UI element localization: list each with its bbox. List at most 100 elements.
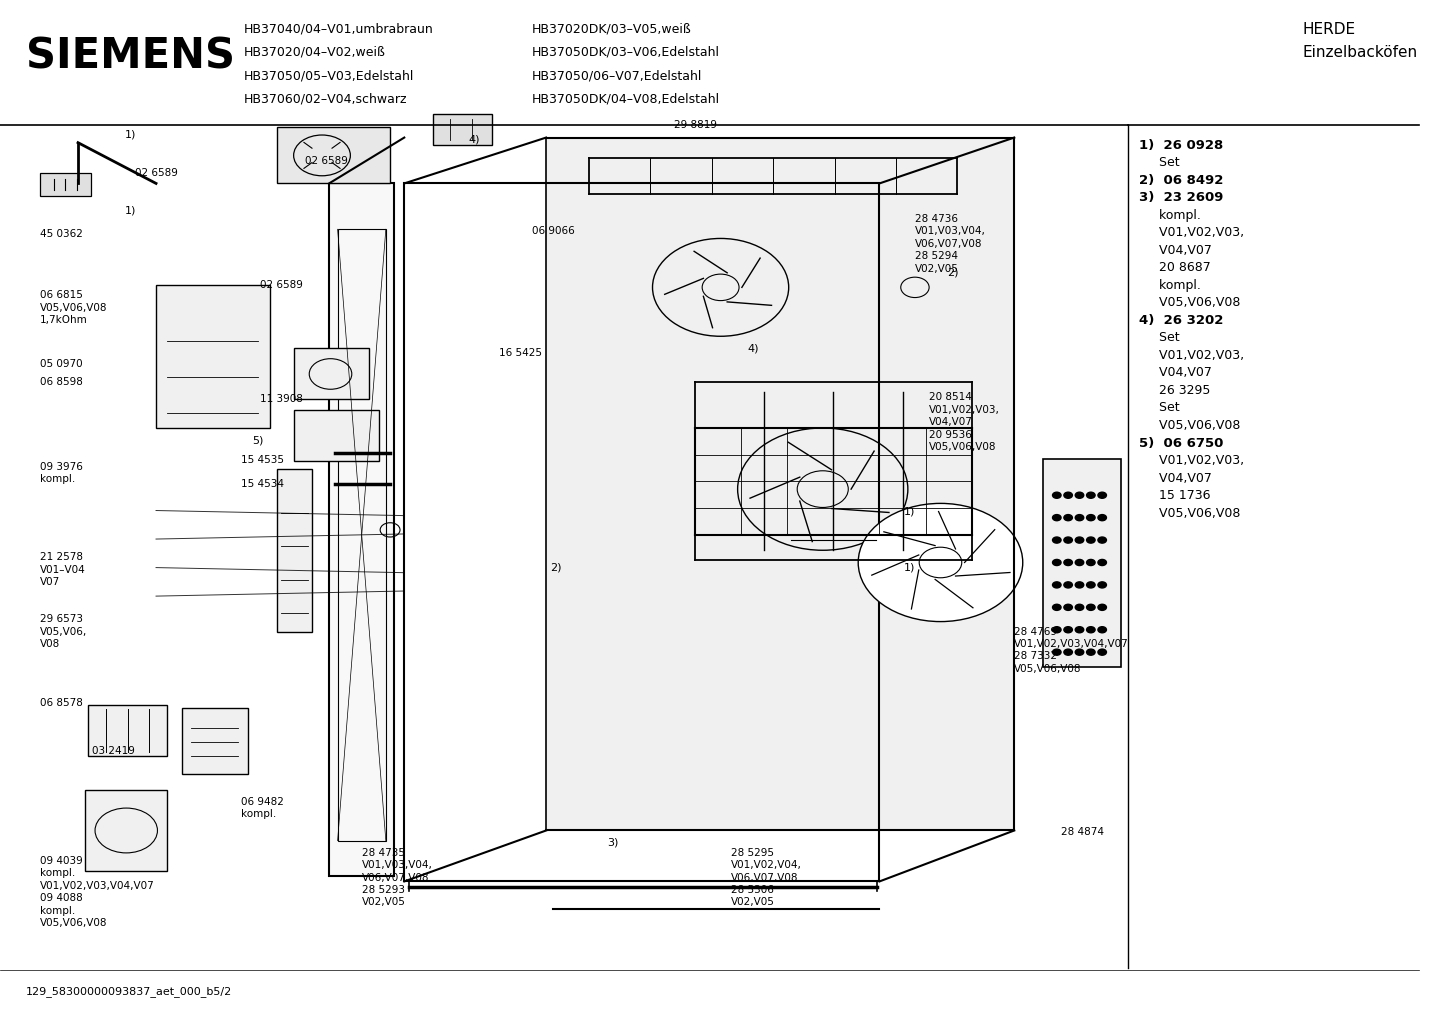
Polygon shape bbox=[85, 790, 167, 871]
Text: V01,V02,V03,: V01,V02,V03, bbox=[1139, 454, 1244, 467]
Text: 3): 3) bbox=[607, 838, 619, 848]
Circle shape bbox=[1076, 649, 1084, 655]
Circle shape bbox=[1064, 515, 1073, 521]
Text: V05,V06,V08: V05,V06,V08 bbox=[1139, 506, 1240, 520]
Text: 28 4735
V01,V03,V04,
V06,V07,V08
28 5293
V02,V05: 28 4735 V01,V03,V04, V06,V07,V08 28 5293… bbox=[362, 848, 433, 907]
Text: 1): 1) bbox=[904, 506, 916, 517]
Text: Set: Set bbox=[1139, 401, 1180, 415]
Text: 06 6815
V05,V06,V08
1,7kOhm: 06 6815 V05,V06,V08 1,7kOhm bbox=[40, 290, 107, 325]
Circle shape bbox=[1053, 604, 1061, 610]
Polygon shape bbox=[547, 138, 1014, 830]
Circle shape bbox=[1064, 604, 1073, 610]
Text: 129_58300000093837_aet_000_b5/2: 129_58300000093837_aet_000_b5/2 bbox=[26, 985, 232, 997]
Text: 20 8687: 20 8687 bbox=[1139, 261, 1211, 274]
Text: 2)  06 8492: 2) 06 8492 bbox=[1139, 173, 1223, 186]
Text: 02 6589: 02 6589 bbox=[134, 168, 177, 178]
Text: 02 6589: 02 6589 bbox=[260, 280, 303, 290]
Circle shape bbox=[1076, 627, 1084, 633]
Polygon shape bbox=[277, 127, 391, 183]
Circle shape bbox=[1076, 604, 1084, 610]
Text: 2): 2) bbox=[947, 267, 959, 277]
Circle shape bbox=[1076, 582, 1084, 588]
Text: 16 5425: 16 5425 bbox=[499, 348, 542, 359]
Text: 02 6589: 02 6589 bbox=[304, 156, 348, 166]
Circle shape bbox=[1053, 627, 1061, 633]
Polygon shape bbox=[277, 469, 311, 632]
Polygon shape bbox=[156, 285, 270, 428]
Circle shape bbox=[1064, 537, 1073, 543]
Text: HB37040/04–V01,umbrabraun: HB37040/04–V01,umbrabraun bbox=[244, 22, 434, 36]
Circle shape bbox=[1076, 515, 1084, 521]
Circle shape bbox=[1076, 492, 1084, 498]
Circle shape bbox=[1076, 559, 1084, 566]
Text: 09 4039
kompl.
V01,V02,V03,V04,V07
09 4088
kompl.
V05,V06,V08: 09 4039 kompl. V01,V02,V03,V04,V07 09 40… bbox=[40, 856, 154, 928]
Circle shape bbox=[1053, 537, 1061, 543]
Text: 06 9066: 06 9066 bbox=[532, 226, 575, 236]
Text: 28 4874: 28 4874 bbox=[1061, 827, 1105, 838]
FancyBboxPatch shape bbox=[40, 173, 91, 196]
Text: V04,V07: V04,V07 bbox=[1139, 367, 1211, 379]
Circle shape bbox=[1097, 559, 1106, 566]
Text: HB37050DK/03–V06,Edelstahl: HB37050DK/03–V06,Edelstahl bbox=[532, 46, 720, 59]
Circle shape bbox=[1097, 649, 1106, 655]
Text: V05,V06,V08: V05,V06,V08 bbox=[1139, 297, 1240, 310]
Text: V01,V02,V03,: V01,V02,V03, bbox=[1139, 226, 1244, 239]
Text: HB37020DK/03–V05,weiß: HB37020DK/03–V05,weiß bbox=[532, 22, 692, 36]
Text: 15 1736: 15 1736 bbox=[1139, 489, 1211, 502]
Text: 26 3295: 26 3295 bbox=[1139, 384, 1210, 397]
Circle shape bbox=[1087, 604, 1094, 610]
Text: 29 8819: 29 8819 bbox=[673, 120, 717, 130]
Text: Einzelbacköfen: Einzelbacköfen bbox=[1302, 45, 1417, 60]
Text: 06 9482
kompl.: 06 9482 kompl. bbox=[241, 797, 284, 819]
Text: Set: Set bbox=[1139, 156, 1180, 169]
Text: 09 3976
kompl.: 09 3976 kompl. bbox=[40, 462, 82, 484]
Polygon shape bbox=[1043, 459, 1120, 667]
Text: 4): 4) bbox=[747, 343, 758, 354]
Text: Set: Set bbox=[1139, 331, 1180, 344]
Text: V04,V07: V04,V07 bbox=[1139, 244, 1211, 257]
Circle shape bbox=[1087, 537, 1094, 543]
Text: 03 2419: 03 2419 bbox=[92, 746, 136, 756]
Text: 1)  26 0928: 1) 26 0928 bbox=[1139, 139, 1223, 152]
Circle shape bbox=[1064, 582, 1073, 588]
Circle shape bbox=[1053, 649, 1061, 655]
Circle shape bbox=[1087, 559, 1094, 566]
Circle shape bbox=[1097, 537, 1106, 543]
Text: 5): 5) bbox=[252, 435, 264, 445]
Text: V04,V07: V04,V07 bbox=[1139, 472, 1211, 485]
Circle shape bbox=[1064, 649, 1073, 655]
Text: HB37050DK/04–V08,Edelstahl: HB37050DK/04–V08,Edelstahl bbox=[532, 93, 720, 106]
Text: kompl.: kompl. bbox=[1139, 209, 1201, 222]
Polygon shape bbox=[294, 410, 379, 461]
Text: 06 8598: 06 8598 bbox=[40, 377, 82, 387]
Text: 2): 2) bbox=[551, 562, 562, 573]
Text: 28 4736
V01,V03,V04,
V06,V07,V08
28 5294
V02,V05: 28 4736 V01,V03,V04, V06,V07,V08 28 5294… bbox=[914, 214, 986, 273]
Text: SIEMENS: SIEMENS bbox=[26, 35, 235, 77]
Text: 11 3908: 11 3908 bbox=[260, 394, 303, 405]
Text: HB37060/02–V04,schwarz: HB37060/02–V04,schwarz bbox=[244, 93, 408, 106]
Circle shape bbox=[1097, 627, 1106, 633]
Text: 06 8578: 06 8578 bbox=[40, 698, 82, 708]
Circle shape bbox=[1053, 492, 1061, 498]
Polygon shape bbox=[294, 348, 369, 399]
Circle shape bbox=[1087, 582, 1094, 588]
Circle shape bbox=[1097, 515, 1106, 521]
Text: 1): 1) bbox=[904, 562, 916, 573]
Text: 05 0970: 05 0970 bbox=[40, 359, 82, 369]
Circle shape bbox=[1064, 627, 1073, 633]
Polygon shape bbox=[88, 705, 167, 756]
Circle shape bbox=[1097, 492, 1106, 498]
Text: 45 0362: 45 0362 bbox=[40, 229, 82, 239]
Text: V01,V02,V03,: V01,V02,V03, bbox=[1139, 348, 1244, 362]
Text: 4)  26 3202: 4) 26 3202 bbox=[1139, 314, 1223, 327]
Text: 28 4769
V01,V02,V03,V04,V07
28 7332
V05,V06,V08: 28 4769 V01,V02,V03,V04,V07 28 7332 V05,… bbox=[1014, 627, 1129, 674]
Polygon shape bbox=[433, 114, 492, 145]
Text: 28 5295
V01,V02,V04,
V06,V07,V08
28 5306
V02,V05: 28 5295 V01,V02,V04, V06,V07,V08 28 5306… bbox=[731, 848, 802, 907]
Circle shape bbox=[1087, 627, 1094, 633]
Text: 1): 1) bbox=[125, 129, 136, 140]
Text: HERDE: HERDE bbox=[1302, 22, 1355, 38]
Circle shape bbox=[1087, 492, 1094, 498]
Text: HB37050/06–V07,Edelstahl: HB37050/06–V07,Edelstahl bbox=[532, 69, 702, 83]
Text: HB37020/04–V02,weiß: HB37020/04–V02,weiß bbox=[244, 46, 386, 59]
Text: 21 2578
V01–V04
V07: 21 2578 V01–V04 V07 bbox=[40, 552, 85, 587]
